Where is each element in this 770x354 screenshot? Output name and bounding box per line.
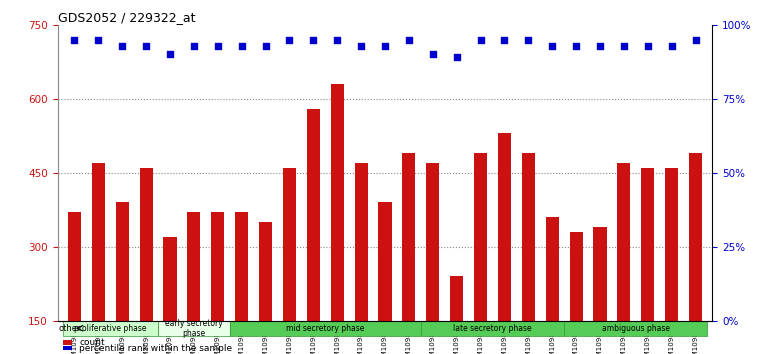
Bar xyxy=(187,212,200,321)
Point xyxy=(331,37,343,42)
Text: GDS2052 / 229322_at: GDS2052 / 229322_at xyxy=(58,11,196,24)
Point xyxy=(618,43,630,48)
Bar xyxy=(62,321,158,336)
Bar xyxy=(378,202,392,321)
Bar xyxy=(474,153,487,321)
Bar xyxy=(283,168,296,321)
Text: proliferative phase: proliferative phase xyxy=(74,324,146,333)
Point xyxy=(641,43,654,48)
Point xyxy=(69,37,81,42)
Point xyxy=(379,43,391,48)
Bar xyxy=(92,163,105,321)
Bar xyxy=(211,212,224,321)
Point xyxy=(498,37,511,42)
Point xyxy=(259,43,272,48)
Bar xyxy=(546,217,559,321)
Point xyxy=(188,43,200,48)
Bar xyxy=(402,153,416,321)
Bar xyxy=(665,168,678,321)
Point xyxy=(427,52,439,57)
Bar xyxy=(330,84,343,321)
Point xyxy=(307,37,320,42)
Bar xyxy=(139,168,152,321)
Point xyxy=(594,43,606,48)
Text: mid secretory phase: mid secretory phase xyxy=(286,324,364,333)
Point xyxy=(92,37,105,42)
Bar xyxy=(116,202,129,321)
Bar xyxy=(564,321,708,336)
Bar xyxy=(235,212,248,321)
Point xyxy=(570,43,582,48)
Bar xyxy=(259,222,272,321)
Point xyxy=(283,37,296,42)
Bar xyxy=(163,237,176,321)
Bar xyxy=(62,340,72,345)
Bar xyxy=(421,321,564,336)
Bar xyxy=(594,227,607,321)
Point xyxy=(474,37,487,42)
Bar xyxy=(570,232,583,321)
Point xyxy=(450,55,463,60)
Text: ambiguous phase: ambiguous phase xyxy=(602,324,670,333)
Bar xyxy=(68,212,81,321)
Bar xyxy=(522,153,535,321)
Point xyxy=(403,37,415,42)
Text: late secretory phase: late secretory phase xyxy=(454,324,532,333)
Bar xyxy=(641,168,654,321)
Point xyxy=(546,43,558,48)
Point xyxy=(355,43,367,48)
Bar xyxy=(158,321,229,336)
Point xyxy=(236,43,248,48)
Bar xyxy=(689,153,702,321)
Bar xyxy=(229,321,421,336)
Text: early secretory
phase: early secretory phase xyxy=(165,319,223,338)
Text: count: count xyxy=(79,338,105,347)
Text: percentile rank within the sample: percentile rank within the sample xyxy=(79,344,233,353)
Bar xyxy=(450,276,464,321)
Point xyxy=(522,37,534,42)
Text: other: other xyxy=(59,324,82,333)
Point xyxy=(140,43,152,48)
Bar xyxy=(498,133,511,321)
Point xyxy=(689,37,701,42)
Bar xyxy=(427,163,440,321)
Point xyxy=(665,43,678,48)
Point xyxy=(212,43,224,48)
Bar xyxy=(354,163,368,321)
Point xyxy=(164,52,176,57)
Bar xyxy=(618,163,631,321)
Bar xyxy=(306,109,320,321)
Bar xyxy=(62,346,72,351)
Point xyxy=(116,43,129,48)
